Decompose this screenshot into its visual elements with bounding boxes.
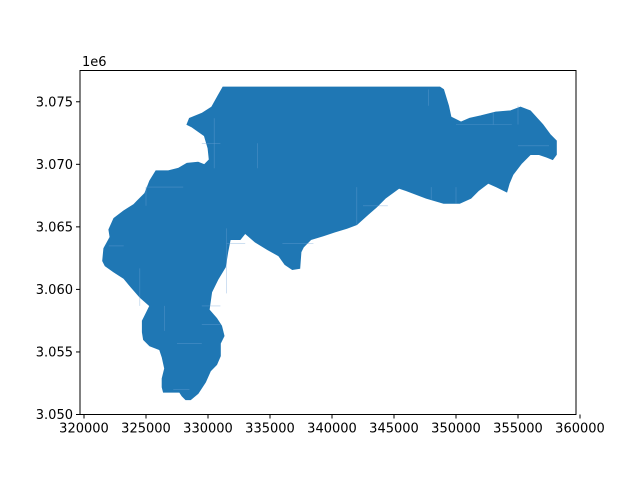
x-tick-label: 355000 xyxy=(493,422,543,437)
x-tick-label: 325000 xyxy=(121,422,171,437)
y-tick-label: 3.065 xyxy=(36,220,73,235)
subregion-boundaries xyxy=(108,89,549,391)
x-tick-label: 360000 xyxy=(555,422,605,437)
y-tick-label: 3.050 xyxy=(36,408,73,423)
axes-frame xyxy=(79,70,577,415)
y-axis: 3.050 3.055 3.060 3.065 3.070 3.075 xyxy=(36,95,80,423)
x-tick-label: 350000 xyxy=(431,422,481,437)
x-tick-label: 335000 xyxy=(245,422,295,437)
y-offset-label: 1e6 xyxy=(82,55,107,70)
plot-area xyxy=(102,86,557,401)
x-tick-label: 345000 xyxy=(369,422,419,437)
watershed-region xyxy=(102,86,557,401)
y-tick-label: 3.060 xyxy=(36,283,73,298)
x-tick-label: 340000 xyxy=(307,422,357,437)
x-tick-label: 330000 xyxy=(183,422,233,437)
y-tick-label: 3.070 xyxy=(36,158,73,173)
y-tick-label: 3.075 xyxy=(36,95,73,110)
x-tick-label: 320000 xyxy=(59,422,109,437)
y-tick-label: 3.055 xyxy=(36,345,73,360)
x-axis: 320000 325000 330000 335000 340000 345000 3500… xyxy=(59,414,605,437)
